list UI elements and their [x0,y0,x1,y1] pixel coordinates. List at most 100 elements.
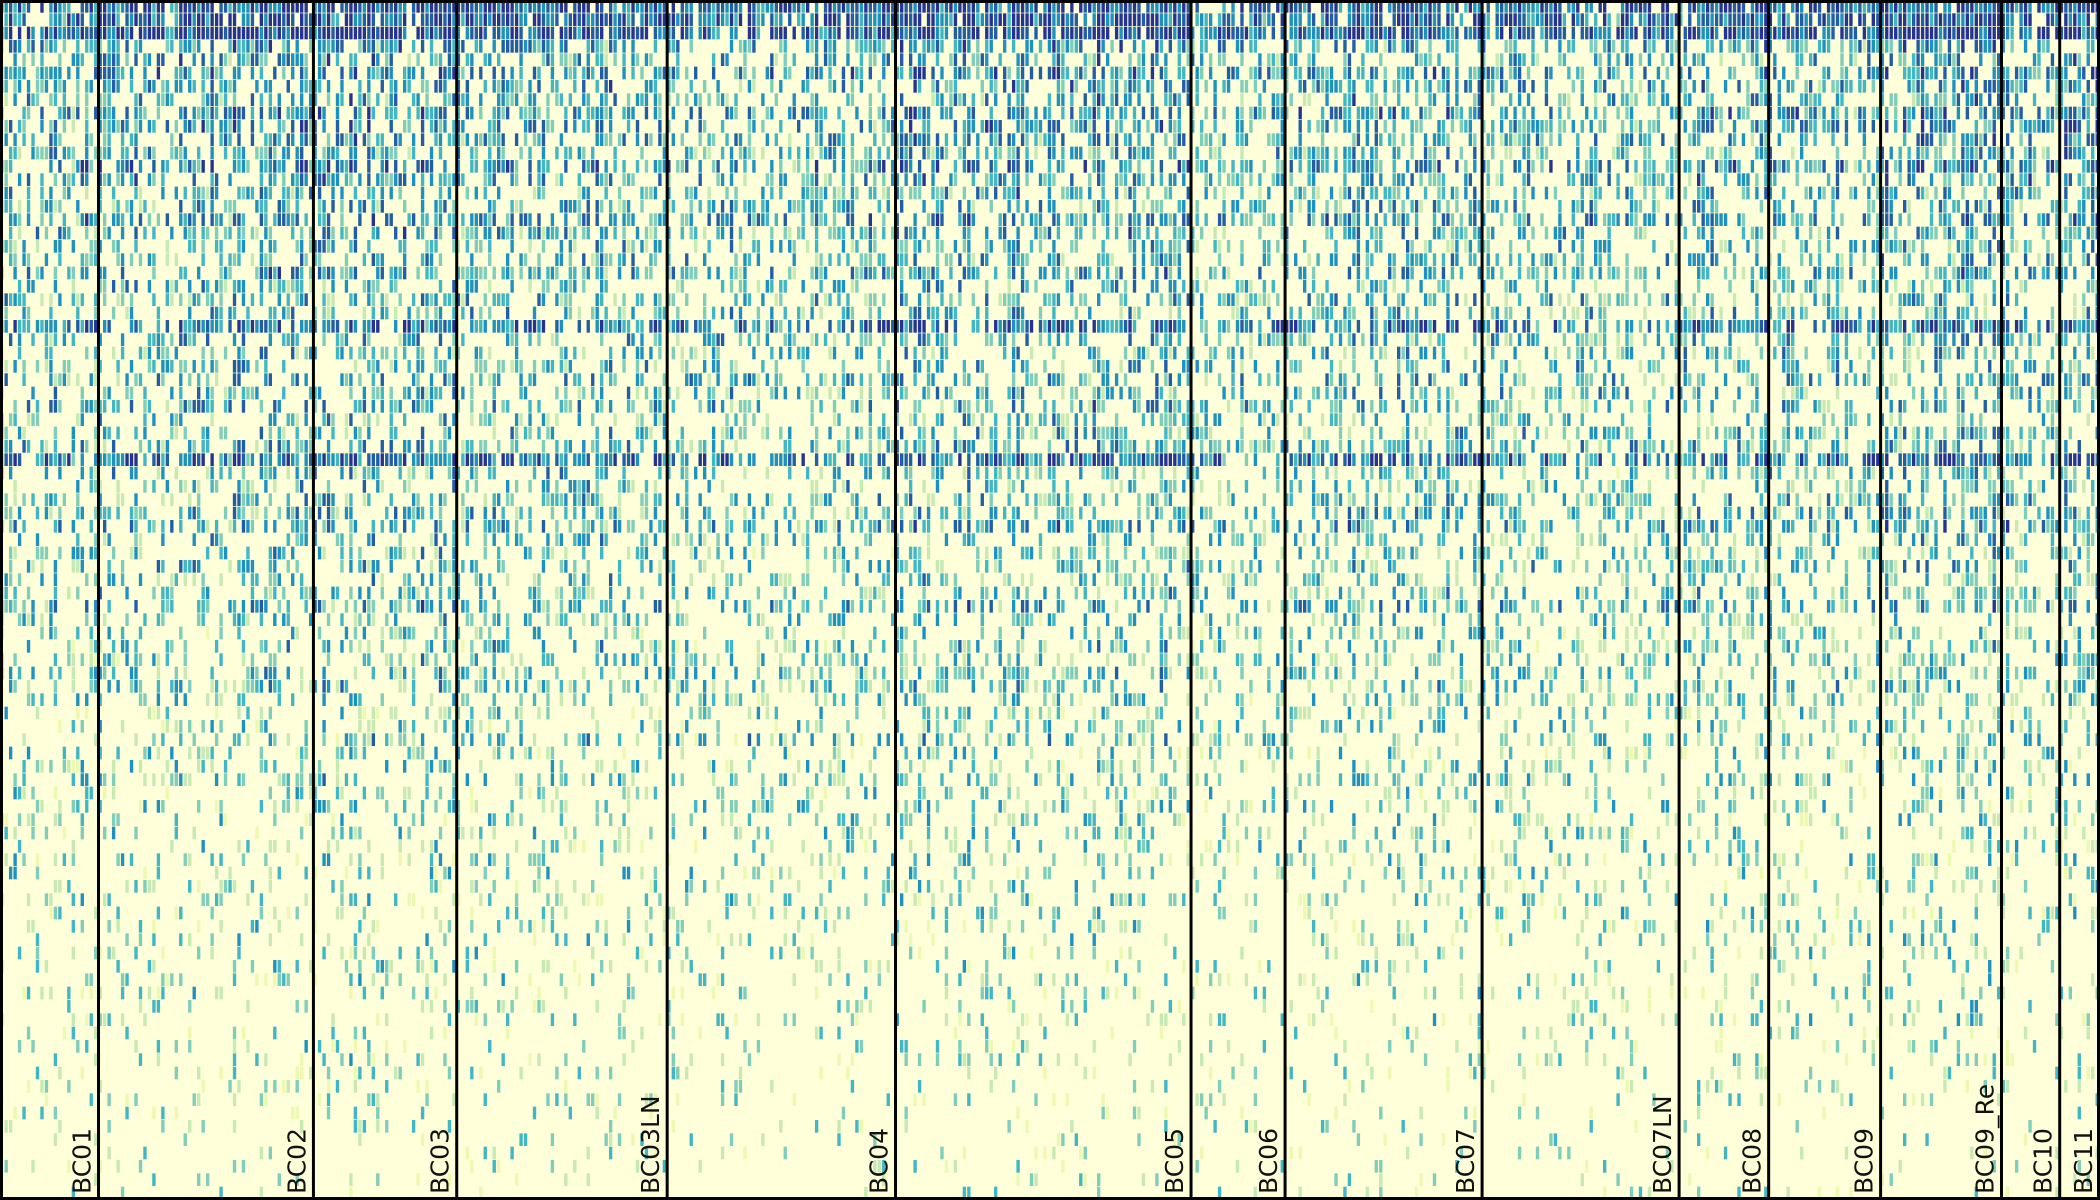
heatmap-cell [483,0,487,13]
heatmap-cell [353,53,358,66]
heatmap-cell [102,106,107,120]
heatmap-cell [331,13,335,26]
heatmap-cell [470,653,474,666]
heatmap-cell [98,333,102,346]
heatmap-cell [420,960,425,973]
heatmap-cell [505,866,510,880]
heatmap-cell [125,160,129,173]
heatmap-cell [644,506,649,520]
heatmap-cell [94,546,98,560]
heatmap-cell [304,586,308,600]
heatmap-cell [277,106,281,120]
heatmap-cell [532,933,537,946]
heatmap-cell [488,306,492,320]
heatmap-cell [582,253,586,266]
heatmap-cell [125,973,129,986]
heatmap-cell [300,760,304,773]
heatmap-cell [443,1053,447,1066]
heatmap-cell [474,280,478,293]
heatmap-cell [237,120,241,133]
heatmap-cell [595,506,599,520]
heatmap-cell [300,826,304,840]
heatmap-cell [649,706,653,720]
heatmap-cell [35,146,40,160]
heatmap-cell [116,0,120,13]
heatmap-cell [483,1013,487,1026]
heatmap-cell [420,40,425,53]
heatmap-cell [429,506,434,520]
heatmap-cell [600,853,604,866]
heatmap-cell [174,826,178,840]
heatmap-cell [22,853,26,866]
heatmap-cell [523,613,528,626]
heatmap-cell [237,506,241,520]
heatmap-cell [600,320,604,333]
heatmap-cell [300,1120,304,1133]
heatmap-cell [237,280,241,293]
heatmap-cell [111,760,116,773]
heatmap-cell [608,506,613,520]
heatmap-cell [429,960,434,973]
heatmap-cell [402,666,407,680]
heatmap-cell [452,120,456,133]
heatmap-cell [49,613,53,626]
heatmap-cell [250,120,255,133]
heatmap-cell [685,13,689,26]
heatmap-cell [510,93,514,106]
heatmap-cell [626,106,631,120]
heatmap-cell [8,506,13,520]
heatmap-cell [94,1173,98,1186]
heatmap-cell [76,626,80,640]
heatmap-cell [192,826,196,840]
heatmap-cell [304,253,308,266]
heatmap-cell [156,560,161,573]
heatmap-cell [353,240,358,253]
heatmap-cell [349,1186,353,1200]
heatmap-cell [644,240,649,253]
heatmap-cell [349,160,353,173]
heatmap-cell [304,813,308,826]
heatmap-cell [340,373,344,386]
heatmap-cell [528,146,532,160]
heatmap-cell [35,240,40,253]
heatmap-cell [676,160,680,173]
heatmap-cell [116,480,120,493]
heatmap-cell [67,360,71,373]
heatmap-cell [138,320,143,333]
heatmap-cell [640,293,644,306]
heatmap-cell [394,813,398,826]
heatmap-cell [53,93,58,106]
heatmap-cell [425,1080,429,1093]
heatmap-cell [282,360,286,373]
heatmap-cell [595,26,599,40]
heatmap-cell [474,160,478,173]
heatmap-cell [452,800,456,813]
heatmap-cell [8,40,13,53]
heatmap-cell [62,26,67,40]
heatmap-cell [474,40,478,53]
heatmap-cell [698,173,702,186]
heatmap-cell [488,253,492,266]
heatmap-cell [107,533,111,546]
heatmap-cell [125,453,129,466]
heatmap-cell [210,760,214,773]
heatmap-cell [689,373,693,386]
heatmap-cell [120,640,125,653]
heatmap-cell [613,653,617,666]
heatmap-cell [286,466,290,480]
heatmap-cell [573,120,577,133]
heatmap-cell [344,426,349,440]
heatmap-cell [26,440,31,453]
heatmap-cell [58,0,62,13]
heatmap-cell [49,320,53,333]
heatmap-cell [685,466,689,480]
heatmap-cell [210,146,214,160]
heatmap-cell [273,760,277,773]
heatmap-cell [644,133,649,146]
heatmap-cell [479,0,483,13]
heatmap-cell [214,480,219,493]
heatmap-cell [501,133,505,146]
heatmap-cell [76,66,80,80]
heatmap-cell [537,600,541,613]
heatmap-cell [214,733,219,746]
